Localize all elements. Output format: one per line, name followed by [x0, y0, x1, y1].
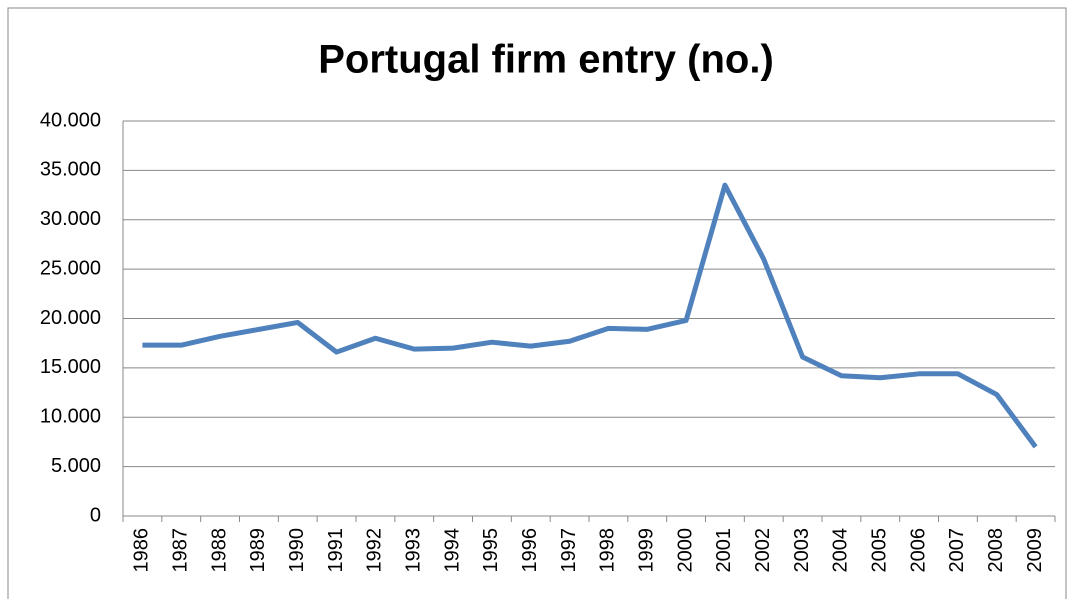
x-tick-label: 2004	[830, 528, 852, 573]
y-tick-label: 10.000	[40, 406, 101, 428]
y-tick-label: 15.000	[40, 356, 101, 378]
y-tick-label: 30.000	[40, 208, 101, 230]
x-tick-label: 2009	[1024, 528, 1046, 573]
x-tick-label: 1999	[636, 528, 658, 573]
line-series	[142, 182, 1038, 449]
x-tick-label: 1993	[403, 528, 425, 573]
y-tick-label: 5.000	[51, 455, 101, 477]
x-tick-label: 1991	[325, 528, 347, 573]
y-tick-label: 25.000	[40, 257, 101, 279]
x-tick-label: 2002	[752, 528, 774, 573]
x-tick-label: 1998	[597, 528, 619, 573]
x-tick-label: 1986	[131, 528, 153, 573]
x-tick-label: 2001	[713, 528, 735, 573]
y-tick-label: 0	[90, 504, 101, 526]
x-tick-label: 2007	[946, 528, 968, 573]
y-tick-label: 35.000	[40, 159, 101, 181]
chart-title: Portugal firm entry (no.)	[318, 38, 774, 82]
x-tick-label: 1989	[247, 528, 269, 573]
y-tick-label: 20.000	[40, 307, 101, 329]
x-tick-label: 1987	[170, 528, 192, 573]
x-tick-label: 1996	[519, 528, 541, 573]
x-tick-label: 2000	[674, 528, 696, 573]
x-tick-label: 2008	[985, 528, 1007, 573]
x-tick-label: 1995	[480, 528, 502, 573]
x-tick-label: 1992	[364, 528, 386, 573]
x-tick-label: 1994	[441, 528, 463, 573]
x-tick-label: 2003	[791, 528, 813, 573]
y-tick-label: 40.000	[40, 109, 101, 131]
chart-frame	[7, 7, 1067, 599]
x-tick-label: 2005	[869, 528, 891, 573]
x-tick-label: 1990	[286, 528, 308, 573]
x-tick-label: 2006	[907, 528, 929, 573]
x-tick-label: 1997	[558, 528, 580, 573]
x-tick-label: 1988	[208, 528, 230, 573]
